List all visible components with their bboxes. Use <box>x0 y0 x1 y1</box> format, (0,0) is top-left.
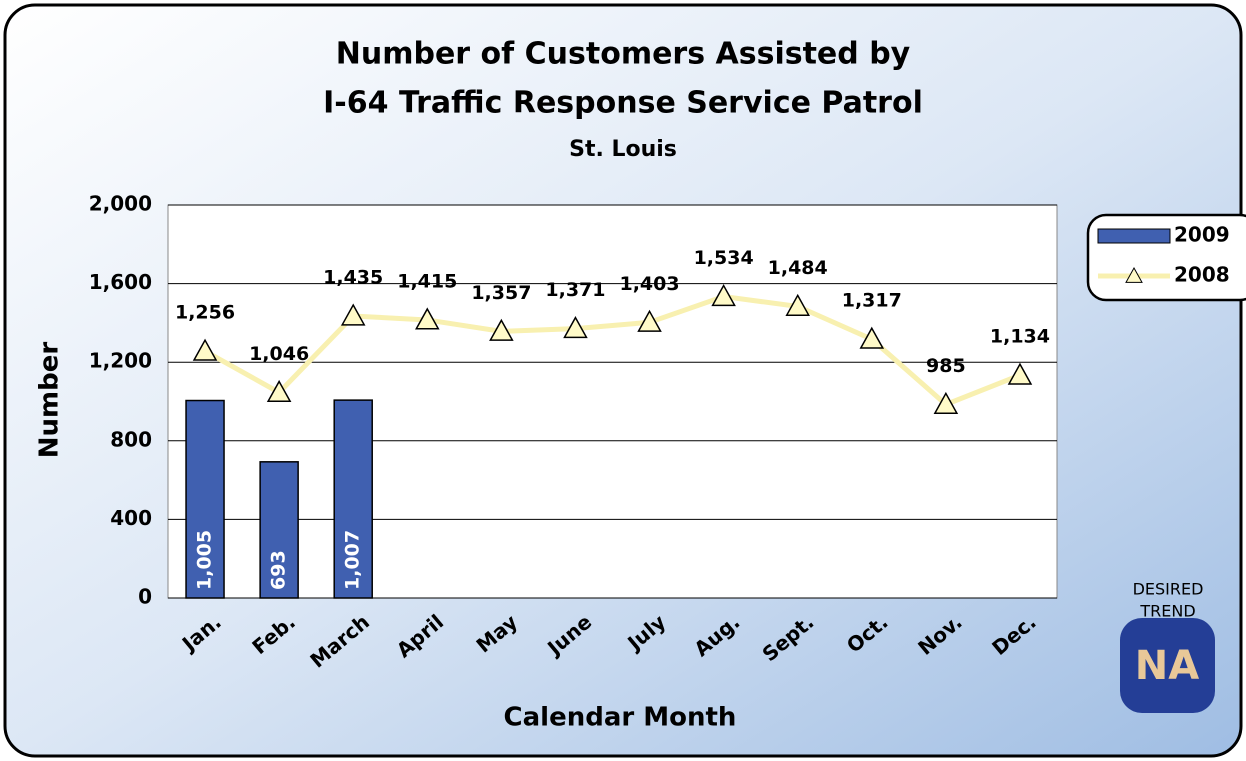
y-tick-label: 2,000 <box>89 192 152 216</box>
y-tick-label: 1,200 <box>89 349 152 373</box>
marker <box>563 316 588 339</box>
legend-marker <box>1125 266 1143 283</box>
marker <box>489 318 514 341</box>
marker <box>192 338 218 361</box>
marker <box>859 326 885 349</box>
data-label: 1,256 <box>175 302 235 324</box>
data-label: 1,005 <box>194 530 216 590</box>
x-axis-label: Calendar Month <box>504 703 737 733</box>
data-label: 985 <box>926 355 966 377</box>
bar <box>185 399 225 599</box>
marker <box>266 379 292 403</box>
plot-area <box>167 204 1058 599</box>
data-label: 1,403 <box>619 273 679 295</box>
marker <box>340 303 366 326</box>
line <box>203 294 1021 408</box>
y-tick-label: 0 <box>138 585 152 609</box>
marker <box>933 391 959 414</box>
y-tick-label: 1,600 <box>89 270 152 294</box>
y-tick-label: 800 <box>110 427 152 451</box>
data-label: 1,317 <box>842 290 902 312</box>
marker <box>637 309 662 332</box>
data-label: 693 <box>268 550 290 590</box>
desired-trend: TREND <box>1139 602 1195 621</box>
data-label: 1,435 <box>323 267 383 289</box>
trend-badge-text: NA <box>1135 643 1199 689</box>
marker <box>1007 362 1033 385</box>
marker <box>711 284 736 307</box>
marker <box>415 307 440 330</box>
chart-title: I-64 Traffic Response Service Patrol <box>323 86 923 121</box>
y-axis-label: Number <box>35 342 65 459</box>
data-label: 1,371 <box>545 279 605 301</box>
bar <box>333 399 373 599</box>
trend-badge <box>1120 618 1215 713</box>
marker <box>785 293 810 316</box>
data-label: 1,134 <box>990 326 1050 348</box>
data-label: 1,484 <box>768 257 828 279</box>
data-label: 1,046 <box>249 343 309 365</box>
chart-title: Number of Customers Assisted by <box>336 37 911 72</box>
legend-label: 2009 <box>1174 223 1230 247</box>
bar <box>259 461 299 599</box>
data-label: 1,415 <box>397 270 457 292</box>
data-label: 1,007 <box>342 530 364 590</box>
chart-subtitle: St. Louis <box>569 137 677 162</box>
desired-trend: DESIRED <box>1133 580 1204 599</box>
data-label: 1,357 <box>471 282 531 304</box>
y-tick-label: 400 <box>110 506 152 530</box>
legend-label: 2008 <box>1174 263 1230 287</box>
data-label: 1,534 <box>694 247 754 269</box>
legend-swatch <box>1097 228 1171 244</box>
